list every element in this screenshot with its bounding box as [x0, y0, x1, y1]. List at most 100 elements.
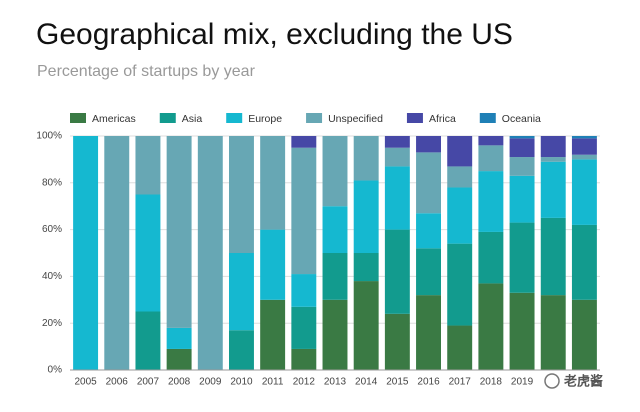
legend-swatch	[70, 113, 86, 123]
bar-segment	[260, 229, 286, 300]
bar-segment	[447, 243, 473, 326]
x-tick-label: 2007	[137, 377, 160, 388]
bar-segment	[447, 136, 473, 167]
bar-segment	[322, 136, 348, 207]
bar-segment	[509, 292, 535, 370]
watermark: 老虎酱	[563, 373, 603, 388]
bar-segment	[540, 161, 566, 218]
watermark-icon	[544, 373, 560, 389]
bar-segment	[478, 231, 504, 284]
y-tick-label: 100%	[36, 131, 62, 142]
legend-label: Asia	[182, 113, 203, 125]
bar-segment	[447, 166, 473, 188]
bar-segment	[571, 224, 597, 300]
bar-segment	[322, 299, 348, 370]
x-tick-label: 2005	[74, 377, 97, 388]
y-tick-label: 60%	[42, 224, 62, 235]
bar-segment	[478, 145, 504, 172]
legend-label: Unspecified	[328, 113, 383, 125]
bar-segment	[571, 136, 597, 139]
bar-segment	[571, 154, 597, 160]
x-tick-label: 2010	[230, 377, 253, 388]
bar-segment	[260, 299, 286, 370]
bar-segment	[384, 313, 410, 370]
bar-segment	[166, 348, 192, 370]
bar-segment	[291, 306, 317, 349]
bar-segment	[571, 138, 597, 155]
y-tick-label: 0%	[48, 365, 63, 376]
x-tick-label: 2012	[293, 377, 316, 388]
bar-segment	[73, 136, 99, 370]
x-tick-label: 2009	[199, 377, 222, 388]
x-tick-label: 2017	[449, 377, 472, 388]
bar-segment	[509, 136, 535, 139]
bar-segment	[509, 175, 535, 223]
x-tick-label: 2011	[262, 377, 284, 388]
bar-segment	[509, 157, 535, 176]
legend-swatch	[406, 113, 423, 123]
x-tick-label: 2016	[417, 377, 440, 388]
bar-segment	[416, 295, 441, 370]
bar-segment	[478, 136, 504, 146]
legend-swatch	[479, 113, 496, 123]
x-tick-label: 2006	[106, 377, 129, 388]
bar-segment	[229, 330, 254, 370]
bar-segment	[540, 217, 566, 296]
bar-segment	[509, 222, 535, 293]
y-tick-label: 40%	[42, 271, 62, 282]
bar-segment	[135, 194, 161, 312]
bar-segment	[447, 325, 473, 370]
bar-segment	[166, 327, 192, 349]
x-tick-label: 2014	[355, 377, 378, 388]
bar-segment	[416, 152, 441, 214]
bar-segment	[571, 299, 597, 370]
legend-swatch	[159, 113, 176, 123]
bar-segment	[384, 147, 410, 167]
bar-segment	[353, 180, 379, 253]
bar-segment	[509, 138, 535, 158]
bar-segment	[135, 311, 161, 370]
x-tick-label: 2018	[480, 377, 503, 388]
chart-subtitle: Percentage of startups by year	[37, 63, 256, 80]
bar-segment	[540, 136, 566, 158]
bar-segment	[384, 229, 410, 314]
bar-segment	[540, 157, 566, 162]
bar-segment	[571, 159, 597, 225]
x-tick-label: 2008	[168, 377, 191, 388]
bar-segment	[478, 171, 504, 232]
x-tick-label: 2013	[324, 377, 347, 388]
bar-segment	[229, 136, 254, 253]
bar-segment	[416, 136, 441, 153]
bar-segment	[353, 136, 379, 181]
bar-segment	[166, 136, 192, 328]
bar-segment	[229, 253, 254, 331]
bar-segment	[416, 248, 441, 296]
x-tick-label: 2015	[386, 377, 409, 388]
legend-label: Americas	[92, 113, 136, 125]
y-tick-label: 20%	[42, 318, 62, 329]
legend-label: Oceania	[502, 113, 541, 125]
bar-segment	[540, 295, 566, 370]
bar-segment	[197, 136, 223, 370]
bar-segment	[353, 253, 379, 282]
bar-segment	[384, 166, 410, 230]
chart-title: Geographical mix, excluding the US	[36, 18, 513, 51]
bar-segment	[416, 213, 441, 249]
bar-segment	[384, 136, 410, 148]
bar-segment	[291, 348, 317, 370]
legend-label: Europe	[248, 113, 282, 125]
bar-segment	[260, 136, 286, 230]
bar-segment	[447, 187, 473, 244]
x-tick-label: 2019	[511, 377, 534, 388]
bar-segment	[478, 283, 504, 370]
bar-segment	[104, 136, 130, 370]
bar-segment	[291, 136, 317, 148]
legend-swatch	[306, 113, 323, 123]
legend-label: Africa	[429, 113, 456, 125]
bar-segment	[291, 147, 317, 275]
legend-swatch	[226, 113, 243, 123]
bar-segment	[322, 206, 348, 253]
bar-segment	[135, 136, 161, 195]
bar-segment	[353, 281, 379, 370]
